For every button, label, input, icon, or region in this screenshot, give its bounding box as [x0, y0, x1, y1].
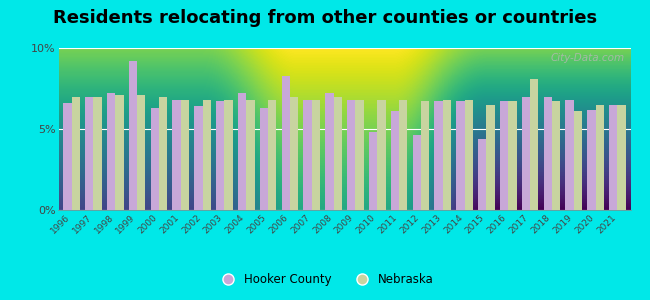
Bar: [456, 101, 465, 210]
Bar: [151, 108, 159, 210]
Bar: [333, 97, 342, 210]
Bar: [107, 93, 115, 210]
Bar: [595, 105, 604, 210]
Bar: [115, 95, 124, 210]
Bar: [522, 97, 530, 210]
Bar: [369, 132, 377, 210]
Bar: [530, 79, 538, 210]
Bar: [159, 97, 167, 210]
Bar: [268, 100, 276, 210]
Bar: [203, 100, 211, 210]
Bar: [181, 100, 189, 210]
Bar: [246, 100, 255, 210]
Bar: [399, 100, 408, 210]
Bar: [172, 100, 181, 210]
Bar: [85, 97, 94, 210]
Bar: [543, 97, 552, 210]
Bar: [377, 100, 385, 210]
Bar: [574, 111, 582, 210]
Bar: [500, 101, 508, 210]
Bar: [129, 61, 137, 210]
Bar: [194, 106, 203, 210]
Bar: [478, 139, 486, 210]
Bar: [304, 100, 312, 210]
Bar: [421, 101, 429, 210]
Bar: [587, 110, 595, 210]
Bar: [434, 101, 443, 210]
Bar: [609, 105, 618, 210]
Bar: [391, 111, 399, 210]
Bar: [325, 93, 333, 210]
Bar: [552, 101, 560, 210]
Bar: [413, 136, 421, 210]
Bar: [508, 101, 517, 210]
Bar: [618, 105, 626, 210]
Bar: [224, 100, 233, 210]
Bar: [260, 108, 268, 210]
Bar: [312, 100, 320, 210]
Bar: [94, 97, 102, 210]
Bar: [486, 105, 495, 210]
Bar: [63, 103, 72, 210]
Text: Residents relocating from other counties or countries: Residents relocating from other counties…: [53, 9, 597, 27]
Bar: [443, 100, 451, 210]
Bar: [356, 100, 364, 210]
Bar: [238, 93, 246, 210]
Bar: [290, 97, 298, 210]
Text: City-Data.com: City-Data.com: [551, 53, 625, 63]
Bar: [281, 76, 290, 210]
Bar: [72, 97, 80, 210]
Bar: [566, 100, 574, 210]
Legend: Hooker County, Nebraska: Hooker County, Nebraska: [211, 269, 439, 291]
Bar: [347, 100, 356, 210]
Bar: [216, 101, 224, 210]
Bar: [465, 100, 473, 210]
Bar: [137, 95, 146, 210]
